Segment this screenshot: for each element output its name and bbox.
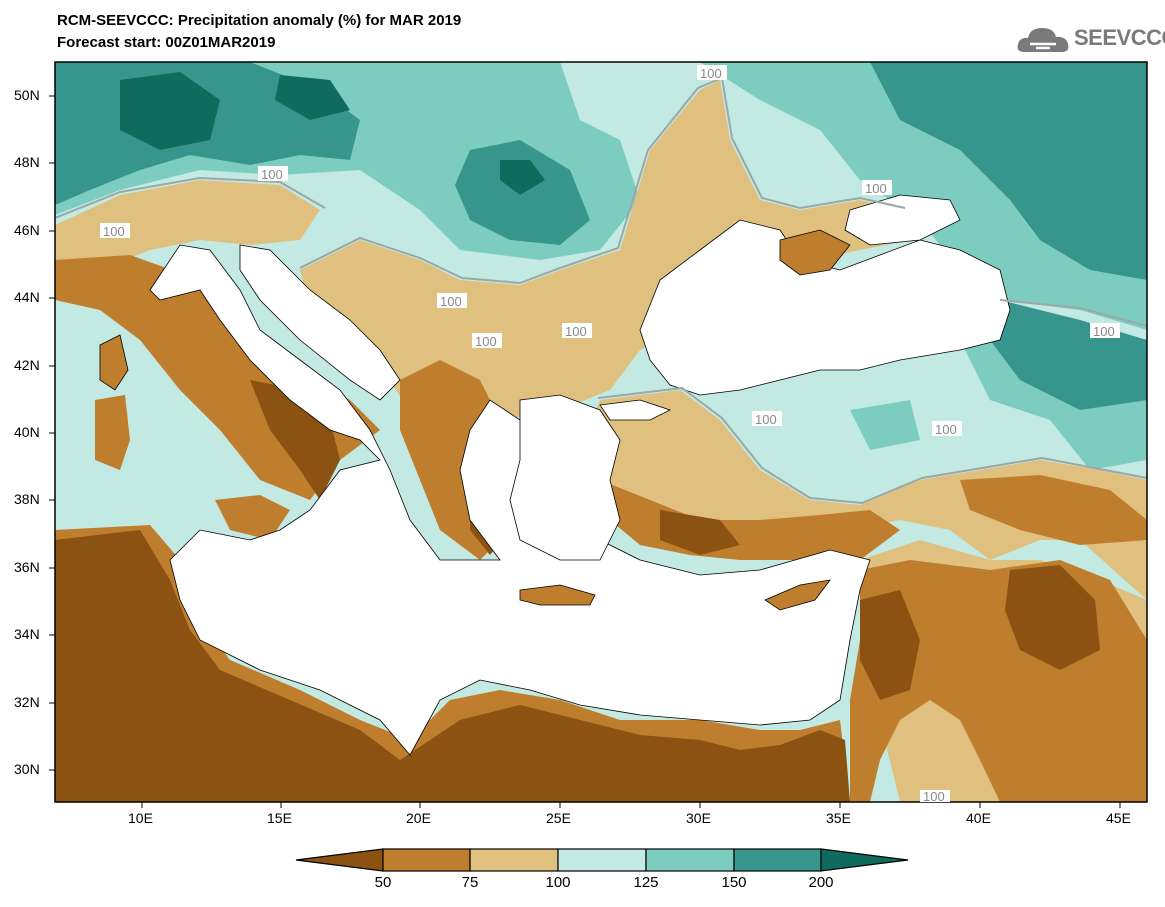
contour-label: 100 (700, 66, 722, 81)
contour-label: 100 (565, 324, 587, 339)
lat-label: 48N (14, 154, 40, 170)
lon-label: 35E (826, 810, 851, 826)
lon-label: 30E (686, 810, 711, 826)
lon-label: 25E (546, 810, 571, 826)
contour-label: 100 (103, 224, 125, 239)
colorbar-label: 100 (528, 874, 588, 891)
contour-label: 100 (475, 334, 497, 349)
lat-label: 36N (14, 559, 40, 575)
colorbar-label: 125 (616, 874, 676, 891)
colorbar-label: 200 (791, 874, 851, 891)
colorbar-label: 50 (353, 874, 413, 891)
lon-label: 15E (267, 810, 292, 826)
lat-label: 38N (14, 491, 40, 507)
lon-label: 20E (406, 810, 431, 826)
colorbar-label: 75 (440, 874, 500, 891)
contour-label: 100 (865, 181, 887, 196)
contour-label: 100 (261, 167, 283, 182)
lat-label: 34N (14, 626, 40, 642)
contour-label: 100 (923, 789, 945, 804)
lon-label: 40E (966, 810, 991, 826)
lon-label: 10E (128, 810, 153, 826)
lat-label: 30N (14, 761, 40, 777)
contour-label: 100 (755, 412, 777, 427)
lat-label: 46N (14, 222, 40, 238)
contour-label: 100 (440, 294, 462, 309)
lat-label: 42N (14, 357, 40, 373)
lat-label: 50N (14, 87, 40, 103)
contour-label: 100 (935, 422, 957, 437)
lat-label: 44N (14, 289, 40, 305)
lon-label: 45E (1106, 810, 1131, 826)
aegean-sea (510, 395, 620, 560)
colorbar-label: 150 (704, 874, 764, 891)
lat-label: 40N (14, 424, 40, 440)
lat-label: 32N (14, 694, 40, 710)
contour-label: 100 (1093, 324, 1115, 339)
